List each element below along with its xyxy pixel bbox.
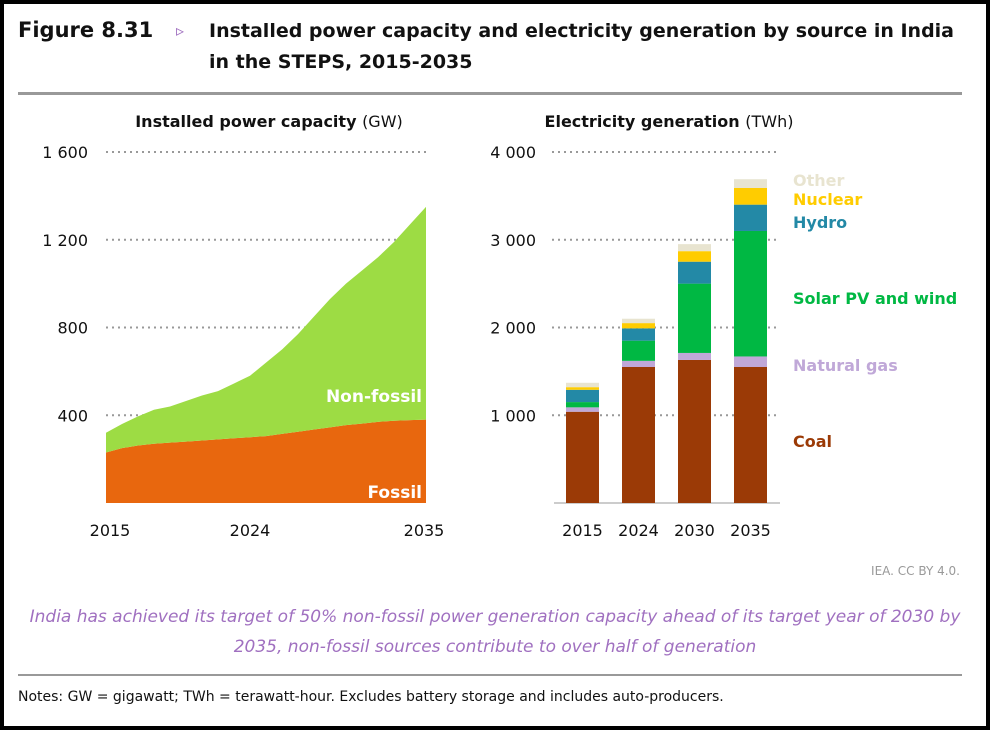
area-fossil xyxy=(106,419,426,503)
capacity-chart-title: Installed power capacity (GW) xyxy=(135,112,403,131)
divider xyxy=(18,92,962,95)
charts: Installed power capacity (GW) 400 800 1 200… xyxy=(42,112,957,540)
caption: India has achieved its target of 50% non… xyxy=(29,607,961,657)
bar-nuclear-2024 xyxy=(622,323,655,329)
bar-coal-2035 xyxy=(734,366,767,503)
bar-coal-2030 xyxy=(678,359,711,503)
legend-solar: Solar PV and wind xyxy=(793,289,957,308)
bar-other-2035 xyxy=(734,179,767,188)
series-label-fossil: Fossil xyxy=(368,483,423,503)
bar-nuclear-2035 xyxy=(734,187,767,205)
figure-title: Installed power capacity and electricity… xyxy=(209,20,954,73)
divider xyxy=(18,674,962,676)
x-tick-label: 2024 xyxy=(618,521,659,540)
y-tick-label: 1 000 xyxy=(490,406,536,425)
bar-gas-2024 xyxy=(622,360,655,367)
bar-coal-2024 xyxy=(622,366,655,503)
series-label-nonfossil: Non-fossil xyxy=(326,387,422,407)
notes: Notes: GW = gigawatt; TWh = terawatt-hou… xyxy=(18,689,724,705)
bar-other-2030 xyxy=(678,244,711,252)
bar-gas-2030 xyxy=(678,352,711,360)
y-tick-label: 800 xyxy=(57,319,88,338)
legend-coal: Coal xyxy=(793,432,832,451)
bar-other-2015 xyxy=(566,382,599,388)
bar-hydro-2030 xyxy=(678,261,711,284)
bar-nuclear-2030 xyxy=(678,251,711,262)
figure-number: Figure 8.31 xyxy=(18,18,154,42)
x-tick-label: 2015 xyxy=(562,521,603,540)
bar-gas-2035 xyxy=(734,356,767,367)
x-tick-label: 2035 xyxy=(730,521,771,540)
triangle-icon: ▹ xyxy=(176,21,185,40)
area-nonfossil xyxy=(106,206,426,453)
bar-nuclear-2015 xyxy=(566,387,599,390)
bar-other-2024 xyxy=(622,318,655,324)
legend-nuclear: Nuclear xyxy=(793,190,862,209)
legend-hydro: Hydro xyxy=(793,213,847,232)
bar-hydro-2015 xyxy=(566,389,599,403)
bar-solar-2035 xyxy=(734,230,767,357)
x-tick-label: 2035 xyxy=(404,521,445,540)
legend-gas: Natural gas xyxy=(793,356,898,375)
y-tick-label: 400 xyxy=(57,406,88,425)
y-tick-label: 4 000 xyxy=(490,143,536,162)
credit: IEA. CC BY 4.0. xyxy=(871,564,960,578)
y-tick-label: 1 200 xyxy=(42,231,88,250)
x-tick-label: 2015 xyxy=(90,521,131,540)
bar-solar-2015 xyxy=(566,402,599,408)
bar-solar-2030 xyxy=(678,283,711,353)
legend-other: Other xyxy=(793,171,844,190)
bar-hydro-2024 xyxy=(622,328,655,341)
x-tick-label: 2030 xyxy=(674,521,715,540)
bar-coal-2015 xyxy=(566,411,599,503)
y-tick-label: 1 600 xyxy=(42,143,88,162)
bar-solar-2024 xyxy=(622,340,655,361)
bar-hydro-2035 xyxy=(734,204,767,231)
x-tick-label: 2024 xyxy=(230,521,271,540)
generation-chart-title: Electricity generation (TWh) xyxy=(545,112,794,131)
bar-gas-2015 xyxy=(566,407,599,412)
y-tick-label: 2 000 xyxy=(490,319,536,338)
y-tick-label: 3 000 xyxy=(490,231,536,250)
